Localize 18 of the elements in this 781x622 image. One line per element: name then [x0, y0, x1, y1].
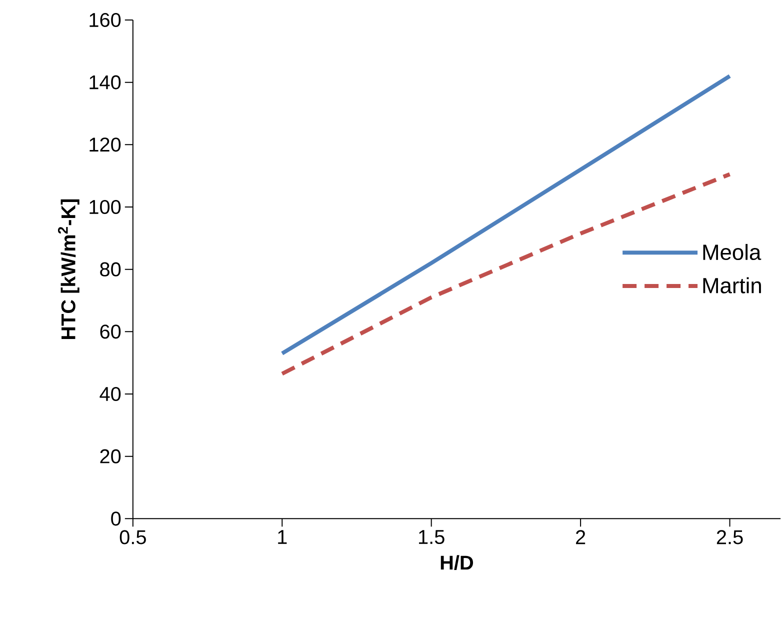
legend-label: Martin — [703, 278, 761, 294]
y-tick-label: 120 — [90, 138, 121, 152]
x-axis-title: H/D — [440, 555, 474, 570]
y-tick-label: 160 — [90, 13, 121, 28]
y-tick-label: 40 — [100, 387, 121, 402]
y-tick-label: 20 — [100, 449, 121, 464]
legend-label: Meola — [703, 244, 762, 260]
x-tick-label: 1.5 — [419, 530, 444, 544]
y-tick-label: 80 — [100, 262, 121, 277]
y-axis-title: HTC [kW/m$^{2}$-K] — [58, 200, 80, 340]
y-tick-label: 140 — [90, 75, 121, 90]
y-tick-label: 100 — [90, 200, 121, 214]
y-tick-label: 60 — [100, 324, 121, 339]
y-tick-label: 0 — [111, 512, 121, 526]
x-tick-label: 1 — [278, 530, 287, 544]
x-tick-label: 2 — [576, 530, 586, 544]
x-tick-label: 0.5 — [120, 530, 146, 544]
x-tick-label: 2.5 — [716, 530, 743, 544]
